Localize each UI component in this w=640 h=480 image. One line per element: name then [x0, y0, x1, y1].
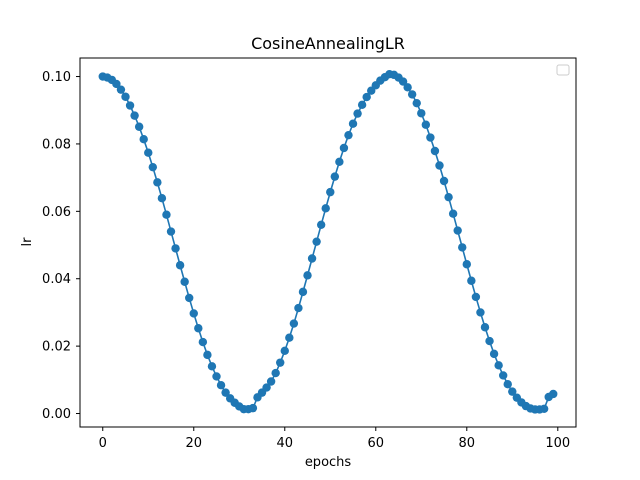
x-tick-label: 40: [276, 436, 293, 451]
data-point: [485, 336, 494, 346]
data-point: [448, 209, 458, 218]
data-point: [298, 287, 308, 297]
data-point: [180, 277, 189, 286]
data-point: [289, 319, 299, 328]
data-point: [303, 271, 312, 280]
data-point: [480, 323, 490, 332]
data-point: [148, 162, 158, 172]
data-point: [453, 226, 462, 235]
data-point: [539, 404, 549, 413]
data-point: [476, 308, 485, 317]
data-point: [116, 85, 126, 94]
data-point: [494, 361, 503, 370]
data-point: [207, 362, 217, 371]
data-point: [316, 220, 326, 230]
data-point: [307, 254, 317, 263]
data-point: [498, 371, 508, 380]
y-tick-label: 0.00: [42, 407, 71, 422]
data-point: [549, 389, 558, 399]
data-point: [294, 303, 303, 313]
plot-frame: [79, 57, 577, 428]
x-axis-label: epochs: [305, 455, 352, 470]
y-tick-label: 0.02: [42, 340, 71, 355]
data-point: [398, 77, 408, 86]
data-point: [189, 309, 198, 318]
data-point: [280, 346, 289, 356]
x-tick-label: 20: [185, 436, 202, 451]
data-point: [407, 90, 417, 99]
data-point: [194, 324, 203, 333]
data-point: [417, 109, 426, 118]
x-tick-label: 0: [99, 436, 107, 451]
data-point: [508, 387, 517, 396]
data-point: [130, 111, 139, 120]
x-tick-label: 60: [368, 436, 385, 451]
series-line: [102, 73, 554, 411]
data-point: [248, 403, 258, 413]
data-point: [430, 146, 440, 156]
data-point: [335, 157, 344, 166]
data-point: [166, 227, 176, 236]
plot-content: [98, 69, 558, 414]
data-point: [153, 178, 162, 187]
y-tick-label: 0.06: [42, 205, 71, 220]
data-point: [467, 276, 476, 285]
data-point: [412, 98, 421, 108]
data-point: [285, 333, 294, 342]
x-tick-label: 100: [545, 436, 570, 451]
data-point: [212, 372, 221, 381]
chart-title: CosineAnnealingLR: [251, 34, 405, 53]
data-point: [426, 133, 435, 142]
y-axis-label: lr: [20, 237, 35, 247]
data-point: [271, 368, 280, 378]
data-point: [330, 172, 340, 181]
data-point: [421, 120, 431, 129]
data-point: [312, 237, 321, 246]
y-tick-label: 0.10: [42, 70, 71, 85]
data-point: [144, 148, 153, 157]
y-axis-ticks: 0.00 0.02 0.04 0.06 0.08 0.10: [42, 70, 80, 422]
x-axis-ticks: 0 20 40 60 80 100: [99, 427, 570, 451]
data-point: [439, 176, 449, 186]
data-point: [435, 161, 444, 170]
data-point: [362, 92, 371, 102]
data-point: [339, 143, 349, 153]
data-point: [125, 101, 135, 110]
data-point: [185, 293, 194, 303]
data-point: [276, 358, 285, 367]
data-point: [203, 350, 212, 360]
data-point: [357, 100, 367, 110]
data-point: [462, 260, 471, 269]
data-point: [216, 381, 226, 390]
data-point: [444, 192, 453, 202]
data-point: [157, 193, 167, 203]
data-point: [344, 130, 353, 140]
data-point: [121, 92, 130, 101]
data-point: [171, 244, 180, 253]
data-point: [489, 349, 499, 359]
x-tick-label: 80: [459, 436, 476, 451]
data-point: [198, 337, 208, 347]
data-point: [175, 261, 185, 270]
data-point: [321, 204, 330, 213]
data-point: [458, 243, 467, 252]
data-point: [112, 79, 121, 89]
data-point: [139, 135, 148, 144]
y-tick-label: 0.08: [42, 137, 71, 152]
data-point: [326, 187, 335, 197]
data-point: [266, 377, 276, 386]
data-point: [262, 383, 271, 392]
data-point: [503, 380, 512, 389]
data-point: [471, 292, 481, 302]
data-point: [403, 83, 412, 92]
data-point: [134, 122, 144, 131]
y-tick-label: 0.04: [42, 272, 71, 287]
legend-box[interactable]: [556, 64, 570, 76]
data-point: [162, 210, 171, 219]
data-point: [353, 109, 362, 118]
data-point: [221, 388, 230, 397]
data-point: [348, 119, 358, 128]
